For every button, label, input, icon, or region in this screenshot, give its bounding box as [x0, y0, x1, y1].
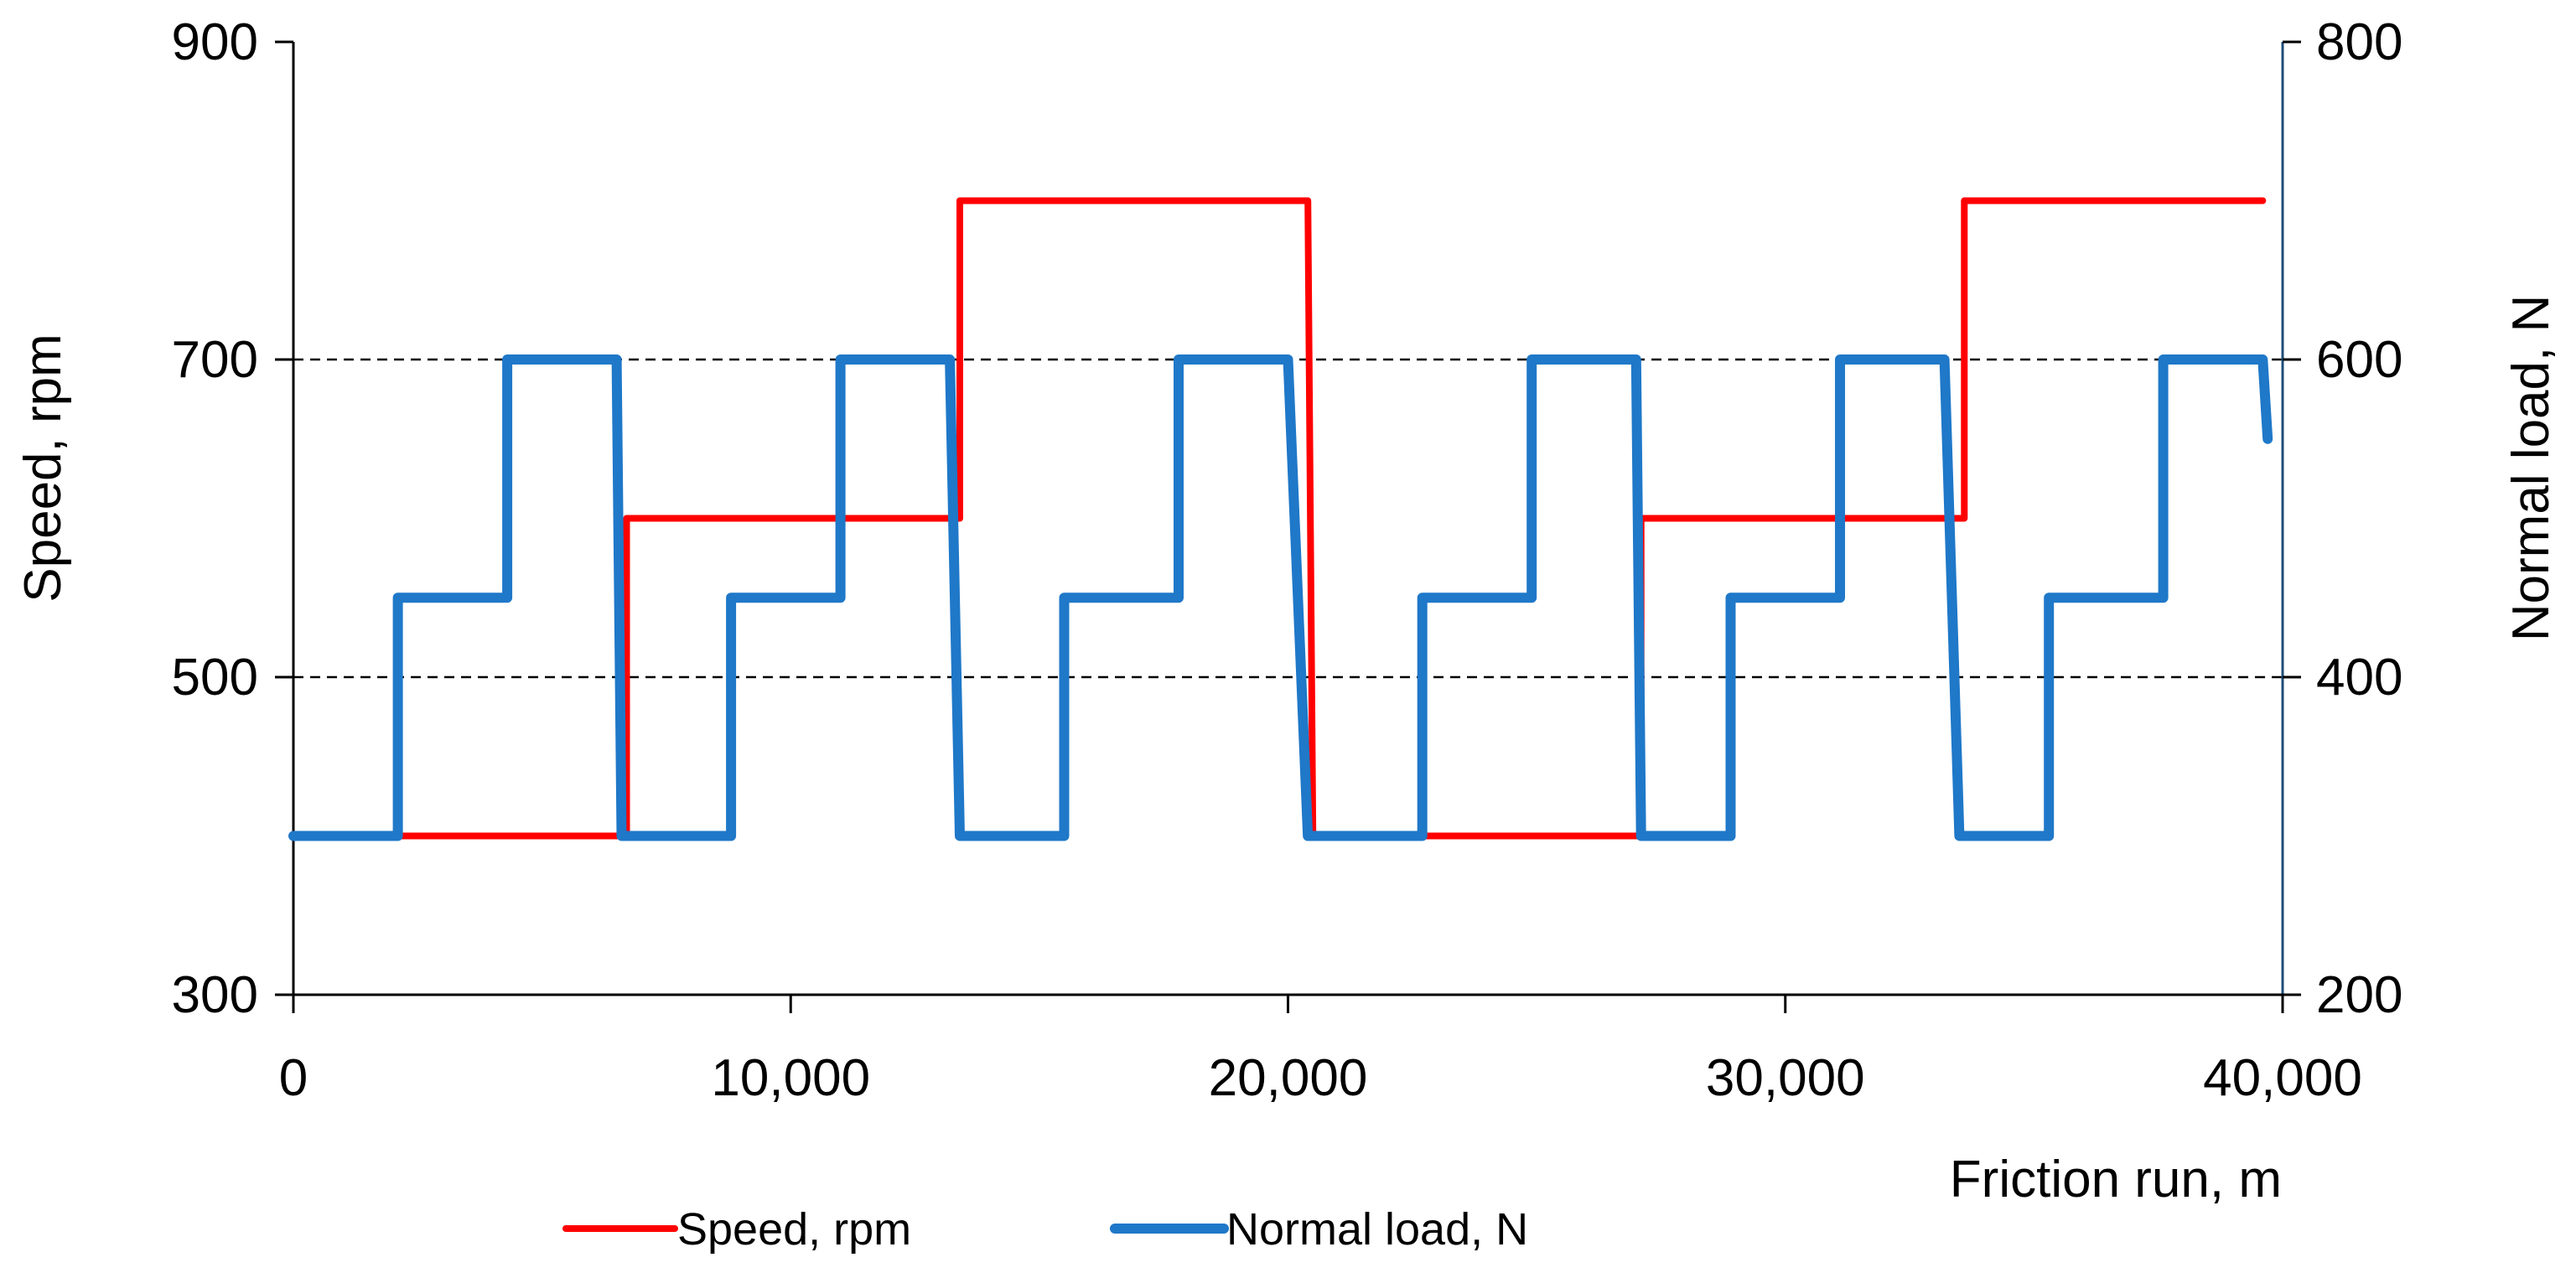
x-tick-label: 0: [279, 1049, 308, 1107]
series-group: [288, 197, 2273, 841]
y2-tick-label: 600: [2316, 331, 2402, 389]
legend: Speed, rpm Normal load, N: [562, 1204, 1528, 1255]
y2-tick-label: 400: [2316, 649, 2402, 706]
x-tick-label: 20,000: [1209, 1049, 1368, 1107]
x-axis-title: Friction run, m: [1950, 1151, 2282, 1208]
y2-axis-title: Normal load, N: [2502, 295, 2560, 641]
y-tick-label: 500: [172, 649, 258, 706]
legend-label: Speed, rpm: [677, 1204, 911, 1255]
y-tick-label: 900: [172, 13, 258, 71]
x-tick-label: 40,000: [2203, 1049, 2362, 1107]
y-tick-label: 700: [172, 331, 258, 389]
series-line-normal-load: [288, 354, 2273, 841]
y-tick-label: 300: [172, 966, 258, 1024]
y2-tick-label: 800: [2316, 13, 2402, 71]
x-tick-label: 10,000: [711, 1049, 870, 1107]
y2-tick-label: 200: [2316, 966, 2402, 1024]
series-line-speed: [290, 197, 2267, 840]
ticks: 300 500 700 900 200 400 600 800 0 10,000 20,000 30,…: [172, 13, 2403, 1107]
y-axis-title: Speed, rpm: [14, 334, 72, 603]
legend-label: Normal load, N: [1226, 1204, 1528, 1255]
x-tick-label: 30,000: [1706, 1049, 1865, 1107]
